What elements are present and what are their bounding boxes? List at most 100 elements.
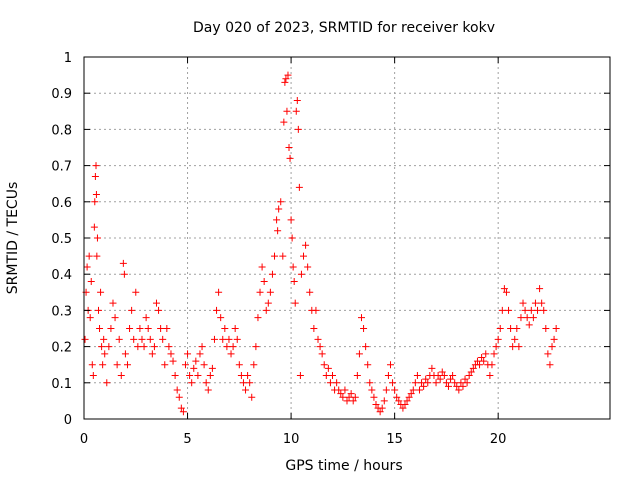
data-point xyxy=(181,361,189,369)
data-point xyxy=(119,259,127,267)
x-tick-label: 15 xyxy=(386,432,403,447)
data-point xyxy=(297,270,305,278)
y-tick-label: 0.1 xyxy=(51,377,72,392)
data-point xyxy=(242,386,250,394)
data-point xyxy=(337,390,345,398)
y-tick-label: 0.4 xyxy=(51,268,72,283)
data-point xyxy=(538,299,546,307)
data-point xyxy=(469,364,477,372)
data-point xyxy=(548,343,556,351)
data-point xyxy=(97,288,105,296)
data-point xyxy=(428,364,436,372)
data-point xyxy=(294,125,302,133)
data-point xyxy=(93,252,101,260)
data-point xyxy=(94,306,102,314)
data-point xyxy=(157,325,165,332)
data-point xyxy=(546,361,554,369)
data-point xyxy=(525,321,533,329)
data-point xyxy=(440,372,448,380)
data-point xyxy=(177,404,185,412)
data-point xyxy=(190,364,198,372)
data-point xyxy=(268,270,276,278)
data-point xyxy=(225,335,233,343)
data-point xyxy=(333,379,341,387)
data-point xyxy=(378,404,386,412)
data-point xyxy=(130,335,138,343)
data-point xyxy=(478,353,486,361)
data-point xyxy=(204,386,212,394)
data-point xyxy=(262,306,270,314)
data-point xyxy=(287,216,295,224)
data-point xyxy=(521,306,529,314)
data-point xyxy=(184,350,192,358)
data-point xyxy=(343,397,351,405)
data-point xyxy=(134,343,142,351)
data-point xyxy=(318,350,326,358)
data-point xyxy=(288,234,296,242)
data-point xyxy=(296,372,304,380)
x-tick-label: 20 xyxy=(490,432,507,447)
data-points xyxy=(81,71,560,416)
data-point xyxy=(107,325,115,332)
data-point xyxy=(324,364,332,372)
data-point xyxy=(314,335,322,343)
data-point xyxy=(447,375,455,383)
data-point xyxy=(531,299,539,307)
data-point xyxy=(424,379,432,387)
data-point xyxy=(326,379,334,387)
data-point xyxy=(411,379,419,387)
data-point xyxy=(208,364,216,372)
data-point xyxy=(480,357,488,365)
data-point xyxy=(304,263,312,271)
data-point xyxy=(395,397,403,405)
data-point xyxy=(413,372,421,380)
data-point xyxy=(93,234,101,242)
data-point xyxy=(420,382,428,390)
y-tick-label: 0.5 xyxy=(51,232,72,247)
data-point xyxy=(306,288,314,296)
data-point xyxy=(382,386,390,394)
data-point xyxy=(235,361,243,369)
data-point xyxy=(380,397,388,405)
grid-lines xyxy=(84,57,610,419)
data-point xyxy=(542,325,550,332)
data-point xyxy=(360,325,368,332)
data-point xyxy=(202,379,210,387)
data-point xyxy=(498,306,506,314)
data-point xyxy=(500,285,508,293)
data-point xyxy=(505,306,513,314)
data-point xyxy=(91,172,99,180)
data-point xyxy=(213,306,221,314)
data-point xyxy=(92,162,100,170)
data-point xyxy=(96,325,104,332)
data-point xyxy=(449,372,457,380)
data-point xyxy=(455,386,463,394)
data-point xyxy=(436,375,444,383)
data-point xyxy=(401,401,409,409)
data-point xyxy=(312,306,320,314)
data-point xyxy=(351,393,359,401)
data-point xyxy=(221,325,229,332)
data-point xyxy=(91,198,99,206)
data-point xyxy=(142,314,150,322)
x-tick-label: 0 xyxy=(80,432,88,447)
data-point xyxy=(349,397,357,405)
data-point xyxy=(188,379,196,387)
data-point xyxy=(300,252,308,260)
data-point xyxy=(355,350,363,358)
data-point xyxy=(490,350,498,358)
data-point xyxy=(442,379,450,387)
y-tick-label: 0.2 xyxy=(51,341,72,356)
data-point xyxy=(364,361,372,369)
data-point xyxy=(457,379,465,387)
data-point xyxy=(150,343,158,351)
data-point xyxy=(100,335,108,343)
data-point xyxy=(169,357,177,365)
data-point xyxy=(215,288,223,296)
data-point xyxy=(113,361,121,369)
data-point xyxy=(192,357,200,365)
data-point xyxy=(256,288,264,296)
data-point xyxy=(513,325,521,332)
data-point xyxy=(132,288,140,296)
data-point xyxy=(85,252,93,260)
